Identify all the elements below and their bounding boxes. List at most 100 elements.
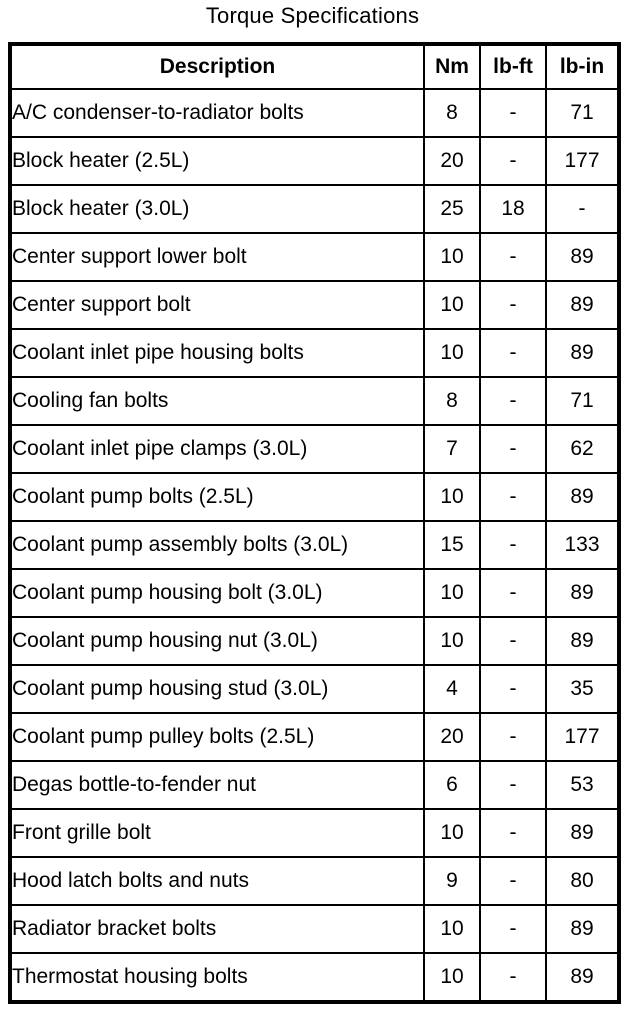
description-cell: Block heater (2.5L) <box>9 136 425 186</box>
lb-ft-cell: - <box>479 904 547 954</box>
lb-ft-cell: - <box>479 376 547 426</box>
nm-cell: 8 <box>423 376 481 426</box>
nm-cell: 20 <box>423 136 481 186</box>
page-title: Torque Specifications <box>205 3 420 28</box>
nm-cell: 15 <box>423 520 481 570</box>
lb-in-cell: 133 <box>545 520 620 570</box>
lb-ft-cell: - <box>479 424 547 474</box>
lb-in-cell: 80 <box>545 856 620 906</box>
description-cell: Front grille bolt <box>9 808 425 858</box>
table-row: Coolant inlet pipe clamps (3.0L) 7-62 <box>9 424 620 474</box>
lb-in-cell: - <box>545 184 620 234</box>
lb-in-cell: 177 <box>545 136 620 186</box>
nm-cell: 10 <box>423 280 481 330</box>
nm-cell: 10 <box>423 808 481 858</box>
lb-ft-cell: 18 <box>479 184 547 234</box>
nm-cell: 10 <box>423 472 481 522</box>
nm-cell: 10 <box>423 904 481 954</box>
lb-ft-cell: - <box>479 232 547 282</box>
description-cell: Coolant pump housing bolt (3.0L) <box>9 568 425 618</box>
lb-in-cell: 53 <box>545 760 620 810</box>
nm-cell: 7 <box>423 424 481 474</box>
column-header-description: Description <box>9 43 425 90</box>
table-row: Hood latch bolts and nuts 9-80 <box>9 856 620 906</box>
lb-ft-cell: - <box>479 952 547 1003</box>
description-cell: A/C condenser-to-radiator bolts <box>9 88 425 138</box>
lb-ft-cell: - <box>479 856 547 906</box>
nm-cell: 4 <box>423 664 481 714</box>
description-cell: Coolant pump housing nut (3.0L) <box>9 616 425 666</box>
description-cell: Coolant pump pulley bolts (2.5L) <box>9 712 425 762</box>
lb-in-cell: 177 <box>545 712 620 762</box>
lb-ft-cell: - <box>479 328 547 378</box>
lb-ft-cell: - <box>479 520 547 570</box>
description-cell: Block heater (3.0L) <box>9 184 425 234</box>
table-row: Degas bottle-to-fender nut 6-53 <box>9 760 620 810</box>
table-row: Coolant pump housing bolt (3.0L) 10-89 <box>9 568 620 618</box>
nm-cell: 10 <box>423 616 481 666</box>
table-row: Block heater (3.0L) 25 18- <box>9 184 620 234</box>
lb-ft-cell: - <box>479 808 547 858</box>
nm-cell: 10 <box>423 568 481 618</box>
table-row: Coolant inlet pipe housing bolts 10-89 <box>9 328 620 378</box>
lb-ft-cell: - <box>479 664 547 714</box>
description-cell: Radiator bracket bolts <box>9 904 425 954</box>
table-row: Coolant pump housing nut (3.0L) 10-89 <box>9 616 620 666</box>
table-row: Coolant pump housing stud (3.0L) 4-35 <box>9 664 620 714</box>
nm-cell: 10 <box>423 328 481 378</box>
table-row: Thermostat housing bolts 10-89 <box>9 952 620 1003</box>
description-cell: Degas bottle-to-fender nut <box>9 760 425 810</box>
table-row: Coolant pump bolts (2.5L) 10-89 <box>9 472 620 522</box>
column-header-lb-in: lb-in <box>545 43 620 90</box>
description-cell: Coolant inlet pipe clamps (3.0L) <box>9 424 425 474</box>
table-row: Front grille bolt 10-89 <box>9 808 620 858</box>
description-cell: Center support bolt <box>9 280 425 330</box>
column-header-lb-ft: lb-ft <box>479 43 547 90</box>
lb-in-cell: 89 <box>545 328 620 378</box>
lb-in-cell: 89 <box>545 904 620 954</box>
nm-cell: 9 <box>423 856 481 906</box>
lb-in-cell: 35 <box>545 664 620 714</box>
lb-in-cell: 89 <box>545 568 620 618</box>
lb-in-cell: 89 <box>545 472 620 522</box>
lb-in-cell: 89 <box>545 616 620 666</box>
nm-cell: 6 <box>423 760 481 810</box>
table-row: Block heater (2.5L) 20-177 <box>9 136 620 186</box>
table-row: Cooling fan bolts 8-71 <box>9 376 620 426</box>
lb-ft-cell: - <box>479 616 547 666</box>
nm-cell: 10 <box>423 232 481 282</box>
lb-ft-cell: - <box>479 712 547 762</box>
description-cell: Coolant pump housing stud (3.0L) <box>9 664 425 714</box>
description-cell: Cooling fan bolts <box>9 376 425 426</box>
description-cell: Thermostat housing bolts <box>9 952 425 1003</box>
lb-ft-cell: - <box>479 760 547 810</box>
lb-ft-cell: - <box>479 472 547 522</box>
description-cell: Hood latch bolts and nuts <box>9 856 425 906</box>
lb-ft-cell: - <box>479 568 547 618</box>
lb-in-cell: 71 <box>545 376 620 426</box>
lb-in-cell: 71 <box>545 88 620 138</box>
lb-ft-cell: - <box>479 136 547 186</box>
column-header-nm: Nm <box>423 43 481 90</box>
description-cell: Coolant pump bolts (2.5L) <box>9 472 425 522</box>
header-row: Description Nm lb-ft lb-in <box>9 43 620 90</box>
description-cell: Center support lower bolt <box>9 232 425 282</box>
lb-in-cell: 89 <box>545 280 620 330</box>
description-cell: Coolant pump assembly bolts (3.0L) <box>9 520 425 570</box>
lb-ft-cell: - <box>479 280 547 330</box>
lb-in-cell: 62 <box>545 424 620 474</box>
table-row: Radiator bracket bolts 10-89 <box>9 904 620 954</box>
table-row: Center support bolt 10-89 <box>9 280 620 330</box>
lb-ft-cell: - <box>479 88 547 138</box>
table-row: Center support lower bolt 10-89 <box>9 232 620 282</box>
lb-in-cell: 89 <box>545 952 620 1003</box>
table-body: A/C condenser-to-radiator bolts 8-71 Block… <box>9 88 620 1003</box>
lb-in-cell: 89 <box>545 808 620 858</box>
table-row: A/C condenser-to-radiator bolts 8-71 <box>9 88 620 138</box>
torque-specifications-table: Description Nm lb-ft lb-in A/C condenser… <box>8 42 621 1004</box>
table-row: Coolant pump pulley bolts (2.5L) 20-177 <box>9 712 620 762</box>
nm-cell: 20 <box>423 712 481 762</box>
nm-cell: 10 <box>423 952 481 1003</box>
description-cell: Coolant inlet pipe housing bolts <box>9 328 425 378</box>
